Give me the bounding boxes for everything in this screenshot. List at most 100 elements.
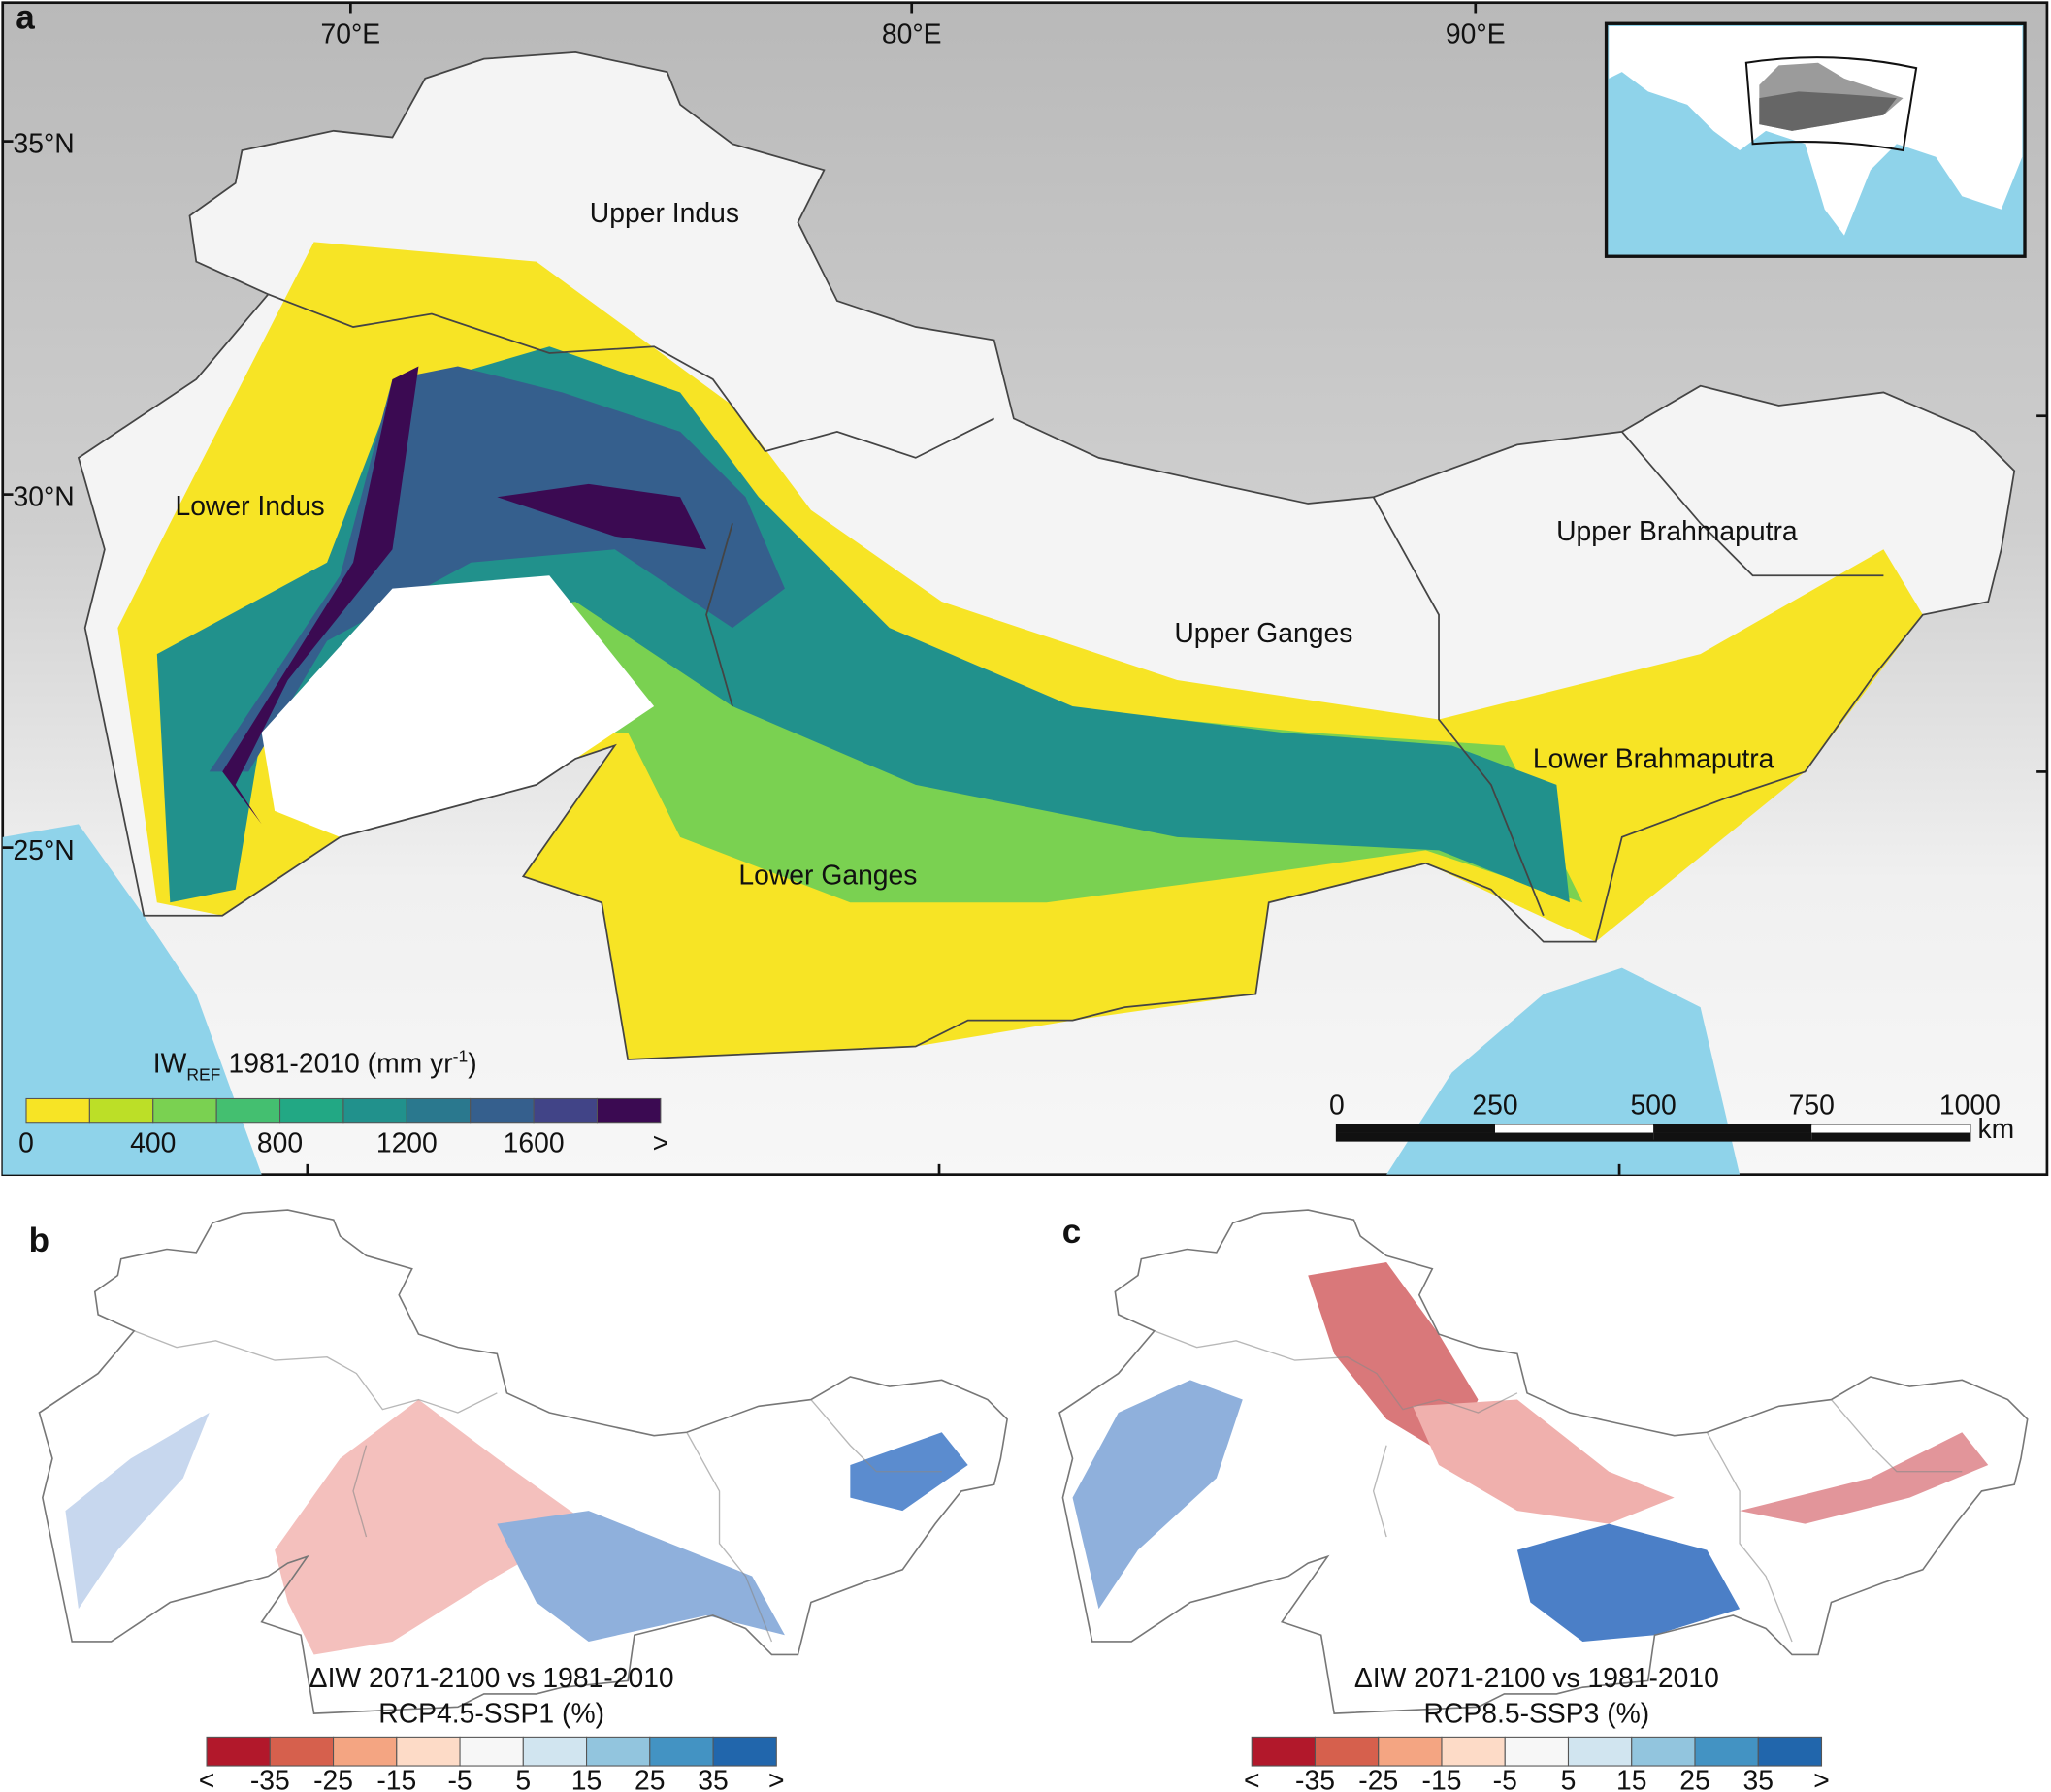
scale-label: 750 [1789,1090,1835,1121]
legend-label: 35 [1743,1764,1774,1792]
legend-label: 15 [571,1764,602,1792]
legend-label: > [1813,1764,1830,1792]
legend-label: > [768,1764,785,1792]
legend-label: < [1244,1764,1260,1792]
scale-label: 1000 [1939,1090,2001,1121]
scale-segment [1494,1124,1654,1133]
legend-label: 800 [257,1127,303,1158]
legend-title-part: 1981-2010 (mm yr [228,1048,452,1079]
legend-swatch [1694,1736,1759,1767]
legend-title-part: REF [186,1065,220,1085]
legend-label: -15 [376,1764,416,1792]
change-area [1740,1432,1989,1524]
legend-title: ΔIW 2071-2100 vs 1981-2010 [309,1662,674,1693]
ocean [2,824,262,1175]
change-area [1072,1380,1243,1610]
lat-label: 35°N [14,128,75,159]
legend-swatch [333,1736,398,1767]
panel-label: c [1062,1213,1082,1251]
legend-label: -25 [313,1764,353,1792]
inset-map [1604,21,2027,258]
legend-title-part: -1 [453,1047,469,1066]
scale-segment [1653,1132,1812,1141]
change-area [497,1511,785,1642]
legend-swatch [25,1097,90,1124]
legend-title: RCP8.5-SSP3 (%) [1423,1698,1649,1729]
legend-swatch [586,1736,651,1767]
legend-swatch [1631,1736,1696,1767]
panel-label: a [16,0,35,37]
lon-label: 90°E [1446,17,1506,49]
legend-swatch [88,1097,154,1124]
change-area [1516,1523,1741,1642]
legend: 0 400 800 1200 1600 > [18,1097,669,1158]
legend-label: < [199,1764,215,1792]
frame-ticks [2,2,2047,1175]
legend-label: -25 [1358,1764,1398,1792]
legend-swatch [342,1097,407,1124]
legend-label: 25 [635,1764,665,1792]
legend-label: -5 [1493,1764,1517,1792]
scale-segment [1336,1132,1495,1141]
region-label: Lower Brahmaputra [1533,742,1774,773]
legend-swatch [1757,1736,1823,1767]
legend-swatch [406,1097,472,1124]
legend: ΔIW 2071-2100 vs 1981-2010 RCP8.5-SSP3 (%… [1244,1662,1830,1792]
irrigation-area [209,366,785,772]
legend-swatch [215,1097,281,1124]
region-label: Upper Indus [590,197,739,228]
legend-swatch [1567,1736,1633,1767]
lat-label: 25°N [14,834,75,865]
legend-swatch [649,1736,714,1767]
legend-swatch [712,1736,777,1767]
legend-label: -15 [1422,1764,1462,1792]
legend-swatch [533,1097,599,1124]
legend-swatch [206,1736,271,1767]
legend-swatch [279,1097,344,1124]
panel-b: b ΔIW 2071-2100 vs 1981-2010 RCP4.5-SSP1 … [29,1209,1008,1792]
legend-label: 25 [1679,1764,1709,1792]
change-area [1413,1399,1675,1524]
legend-title-part: IW [153,1048,187,1079]
legend-label: 5 [1561,1764,1577,1792]
legend: ΔIW 2071-2100 vs 1981-2010 RCP4.5-SSP1 (%… [199,1662,785,1792]
panel-label: b [29,1222,49,1259]
legend-swatch [396,1736,461,1767]
legend-swatch [1251,1736,1317,1767]
legend-swatch [596,1097,662,1124]
scale-segment [1811,1132,1970,1141]
scale-segment [1336,1124,1495,1133]
change-area [65,1413,210,1610]
scale-unit: km [1977,1113,2014,1144]
legend-swatch [1314,1736,1380,1767]
legend-title-part: ) [468,1048,476,1079]
legend-label: 1600 [504,1127,565,1158]
scale-segment [1494,1132,1654,1141]
scale-segment [1811,1124,1970,1133]
legend-swatch [459,1736,524,1767]
legend-swatch [522,1736,588,1767]
legend-label: 5 [515,1764,531,1792]
region-label: Upper Brahmaputra [1556,515,1798,546]
scale-label: 0 [1329,1090,1345,1121]
legend-swatch [1378,1736,1443,1767]
legend-swatch [269,1736,335,1767]
legend-title: ΔIW 2071-2100 vs 1981-2010 [1354,1662,1719,1693]
panel-c: c ΔIW 2071-2100 vs 1981-2010 RCP8.5-SSP3 … [1058,1209,2029,1792]
legend-label: 15 [1616,1764,1646,1792]
scale-label: 250 [1472,1090,1517,1121]
legend-title: RCP4.5-SSP1 (%) [378,1698,604,1729]
legend-label: -35 [1295,1764,1335,1792]
legend-label: > [653,1127,669,1158]
scale-label: 500 [1631,1090,1677,1121]
legend-label: 0 [18,1127,34,1158]
lon-label: 70°E [321,17,381,49]
change-area [275,1399,589,1655]
legend-swatch [1441,1736,1506,1767]
legend-label: -35 [250,1764,290,1792]
lon-label: 80°E [882,17,942,49]
lat-label: 30°N [14,481,75,512]
legend-label: -5 [447,1764,472,1792]
